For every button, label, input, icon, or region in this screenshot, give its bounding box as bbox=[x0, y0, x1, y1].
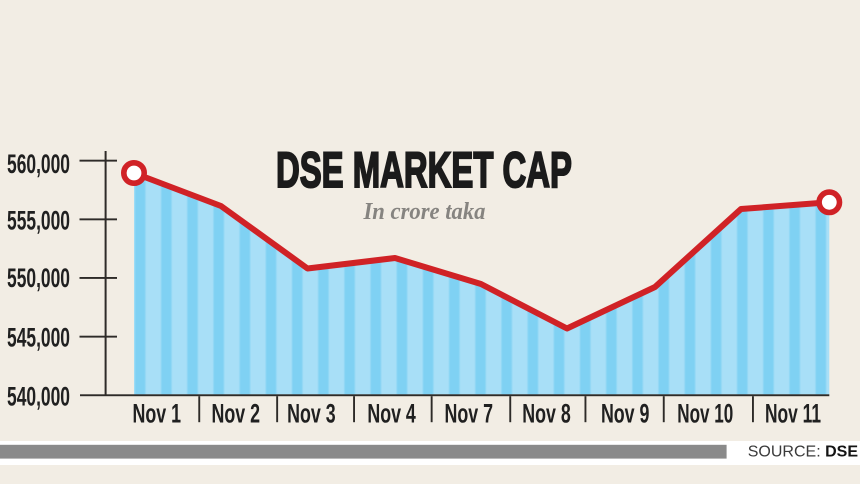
svg-text:550,000: 550,000 bbox=[7, 263, 70, 293]
svg-text:Nov 2: Nov 2 bbox=[212, 399, 261, 429]
svg-text:540,000: 540,000 bbox=[7, 382, 70, 412]
svg-text:Nov 3: Nov 3 bbox=[287, 399, 336, 429]
svg-text:Nov 9: Nov 9 bbox=[601, 399, 650, 429]
svg-text:SOURCE: DSE: SOURCE: DSE bbox=[748, 444, 859, 461]
svg-text:Nov 11: Nov 11 bbox=[765, 399, 821, 429]
svg-text:In crore taka: In crore taka bbox=[363, 199, 486, 225]
svg-text:555,000: 555,000 bbox=[7, 206, 70, 236]
svg-text:Nov 7: Nov 7 bbox=[445, 399, 494, 429]
svg-text:Nov 10: Nov 10 bbox=[677, 399, 733, 429]
svg-text:Nov 8: Nov 8 bbox=[522, 399, 571, 429]
svg-text:545,000: 545,000 bbox=[7, 323, 70, 353]
svg-text:DSE MARKET CAP: DSE MARKET CAP bbox=[276, 142, 572, 198]
svg-text:Nov 1: Nov 1 bbox=[133, 399, 182, 429]
svg-text:Nov 4: Nov 4 bbox=[367, 399, 416, 429]
svg-text:560,000: 560,000 bbox=[7, 149, 70, 179]
